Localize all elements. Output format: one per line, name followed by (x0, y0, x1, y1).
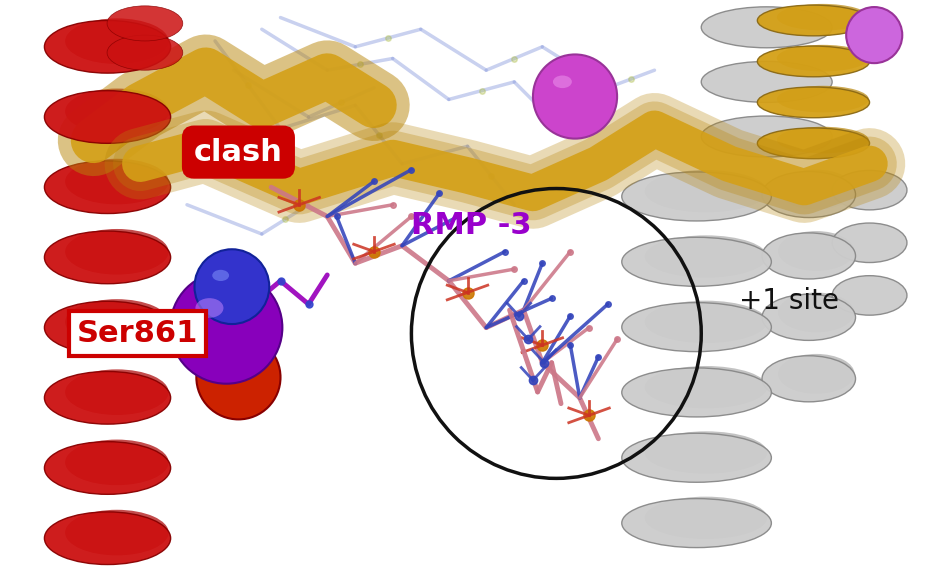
Ellipse shape (778, 354, 855, 394)
Ellipse shape (644, 301, 768, 343)
Ellipse shape (44, 512, 171, 565)
Ellipse shape (195, 298, 223, 318)
Ellipse shape (762, 233, 856, 279)
Ellipse shape (622, 498, 771, 548)
Ellipse shape (644, 431, 768, 474)
Ellipse shape (65, 510, 168, 555)
Ellipse shape (65, 229, 168, 274)
Text: Ser861: Ser861 (77, 319, 198, 348)
Ellipse shape (778, 292, 855, 332)
Ellipse shape (216, 356, 236, 369)
Ellipse shape (65, 369, 168, 415)
Ellipse shape (170, 271, 282, 384)
Ellipse shape (762, 356, 856, 402)
Text: RMP -3: RMP -3 (411, 211, 532, 240)
Ellipse shape (44, 91, 171, 143)
Ellipse shape (757, 5, 870, 36)
Ellipse shape (777, 127, 869, 153)
Ellipse shape (65, 439, 168, 485)
Ellipse shape (778, 170, 855, 209)
Ellipse shape (846, 7, 902, 63)
Ellipse shape (777, 86, 869, 112)
Ellipse shape (65, 88, 168, 134)
Ellipse shape (44, 231, 171, 284)
Ellipse shape (622, 238, 771, 286)
Ellipse shape (622, 302, 771, 352)
Ellipse shape (44, 442, 171, 494)
Ellipse shape (622, 368, 771, 417)
Ellipse shape (107, 35, 183, 70)
Ellipse shape (701, 116, 832, 157)
Ellipse shape (777, 4, 869, 30)
Ellipse shape (832, 276, 907, 315)
Ellipse shape (622, 433, 771, 482)
Text: clash: clash (194, 137, 283, 167)
Ellipse shape (701, 61, 832, 102)
Ellipse shape (65, 159, 168, 204)
Ellipse shape (757, 87, 870, 118)
Ellipse shape (777, 45, 869, 71)
Ellipse shape (212, 270, 229, 281)
Ellipse shape (553, 75, 572, 88)
Ellipse shape (644, 366, 768, 408)
Ellipse shape (701, 7, 832, 48)
Ellipse shape (44, 20, 171, 73)
Ellipse shape (65, 299, 168, 345)
Text: +1 site: +1 site (739, 287, 839, 315)
Ellipse shape (107, 6, 183, 41)
Ellipse shape (644, 497, 768, 539)
Ellipse shape (44, 161, 171, 214)
Ellipse shape (762, 294, 856, 340)
Ellipse shape (644, 235, 768, 278)
Ellipse shape (196, 335, 280, 419)
Ellipse shape (762, 171, 856, 218)
Ellipse shape (757, 128, 870, 159)
Ellipse shape (832, 223, 907, 263)
Ellipse shape (622, 172, 771, 221)
Ellipse shape (194, 249, 269, 324)
Ellipse shape (644, 170, 768, 212)
Ellipse shape (65, 18, 168, 64)
Ellipse shape (44, 371, 171, 424)
Ellipse shape (44, 301, 171, 354)
Ellipse shape (832, 170, 907, 210)
Ellipse shape (778, 231, 855, 271)
Ellipse shape (757, 46, 870, 77)
Ellipse shape (533, 54, 617, 139)
